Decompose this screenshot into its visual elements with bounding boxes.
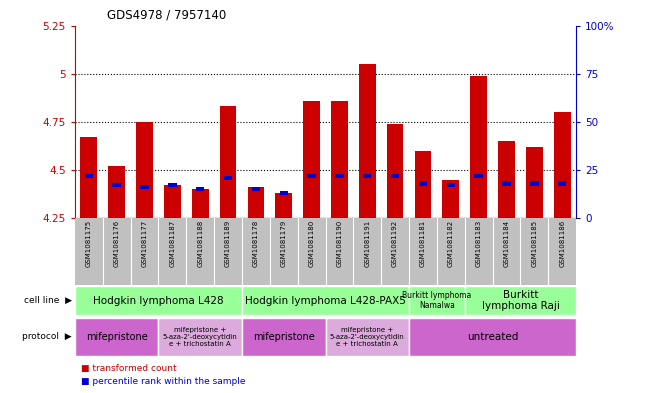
Bar bbox=[443, 180, 459, 218]
Bar bbox=[498, 141, 515, 218]
Text: GSM1081190: GSM1081190 bbox=[337, 220, 342, 267]
Bar bbox=[447, 183, 455, 187]
Text: GSM1081180: GSM1081180 bbox=[309, 220, 314, 267]
Bar bbox=[113, 183, 121, 187]
Bar bbox=[409, 318, 576, 356]
Text: Hodgkin lymphoma L428-PAX5: Hodgkin lymphoma L428-PAX5 bbox=[245, 296, 406, 306]
Text: Hodgkin lymphoma L428: Hodgkin lymphoma L428 bbox=[93, 296, 224, 306]
Text: GSM1081177: GSM1081177 bbox=[141, 220, 148, 267]
Bar bbox=[307, 174, 316, 178]
Bar bbox=[279, 191, 288, 195]
Text: GSM1081187: GSM1081187 bbox=[169, 220, 175, 267]
Bar bbox=[475, 174, 483, 178]
Bar bbox=[158, 318, 242, 356]
Text: GDS4978 / 7957140: GDS4978 / 7957140 bbox=[107, 9, 227, 22]
Bar bbox=[391, 174, 399, 178]
Text: GSM1081183: GSM1081183 bbox=[476, 220, 482, 267]
Text: GSM1081179: GSM1081179 bbox=[281, 220, 286, 267]
Text: GSM1081191: GSM1081191 bbox=[365, 220, 370, 267]
Bar bbox=[363, 174, 372, 178]
Bar bbox=[247, 187, 264, 218]
Bar bbox=[85, 174, 93, 178]
Text: GSM1081175: GSM1081175 bbox=[86, 220, 92, 267]
Bar bbox=[242, 318, 326, 356]
Bar bbox=[558, 181, 566, 185]
Text: ■ percentile rank within the sample: ■ percentile rank within the sample bbox=[81, 378, 246, 386]
Bar bbox=[81, 137, 97, 218]
Text: ■ transformed count: ■ transformed count bbox=[81, 364, 177, 373]
Bar bbox=[75, 318, 158, 356]
Bar bbox=[419, 181, 427, 185]
Bar bbox=[141, 185, 148, 189]
Text: mifepristone: mifepristone bbox=[253, 332, 314, 342]
Bar bbox=[465, 286, 576, 315]
Bar bbox=[331, 101, 348, 218]
Bar bbox=[359, 64, 376, 218]
Bar bbox=[168, 183, 176, 187]
Bar bbox=[192, 189, 208, 218]
Bar bbox=[530, 181, 538, 185]
Text: GSM1081185: GSM1081185 bbox=[531, 220, 537, 267]
Text: GSM1081178: GSM1081178 bbox=[253, 220, 259, 267]
Text: GSM1081176: GSM1081176 bbox=[114, 220, 120, 267]
Bar bbox=[409, 286, 465, 315]
Bar bbox=[387, 124, 404, 218]
Bar bbox=[196, 187, 204, 191]
Text: Burkitt lymphoma
Namalwa: Burkitt lymphoma Namalwa bbox=[402, 291, 471, 310]
Bar bbox=[303, 101, 320, 218]
Bar bbox=[415, 151, 432, 218]
Bar bbox=[224, 176, 232, 180]
Bar bbox=[108, 166, 125, 218]
Text: Burkitt
lymphoma Raji: Burkitt lymphoma Raji bbox=[482, 290, 559, 311]
Text: GSM1081182: GSM1081182 bbox=[448, 220, 454, 267]
Text: untreated: untreated bbox=[467, 332, 518, 342]
Bar bbox=[470, 75, 487, 218]
Text: GSM1081189: GSM1081189 bbox=[225, 220, 231, 267]
Bar bbox=[252, 187, 260, 191]
Text: GSM1081192: GSM1081192 bbox=[392, 220, 398, 267]
Bar bbox=[554, 112, 570, 218]
Bar bbox=[326, 318, 409, 356]
Bar bbox=[136, 122, 153, 218]
Text: cell line  ▶: cell line ▶ bbox=[23, 296, 72, 305]
Bar bbox=[75, 286, 242, 315]
Bar bbox=[219, 107, 236, 218]
Text: GSM1081188: GSM1081188 bbox=[197, 220, 203, 267]
Text: GSM1081181: GSM1081181 bbox=[420, 220, 426, 267]
Bar bbox=[164, 185, 181, 218]
Text: mifepristone +
5-aza-2'-deoxycytidin
e + trichostatin A: mifepristone + 5-aza-2'-deoxycytidin e +… bbox=[330, 327, 405, 347]
Text: mifepristone: mifepristone bbox=[86, 332, 148, 342]
Bar bbox=[242, 286, 409, 315]
Bar bbox=[503, 181, 510, 185]
Text: mifepristone +
5-aza-2'-deoxycytidin
e + trichostatin A: mifepristone + 5-aza-2'-deoxycytidin e +… bbox=[163, 327, 238, 347]
Bar bbox=[275, 193, 292, 218]
Bar bbox=[526, 147, 543, 218]
Text: GSM1081184: GSM1081184 bbox=[503, 220, 510, 267]
Text: GSM1081186: GSM1081186 bbox=[559, 220, 565, 267]
Bar bbox=[335, 174, 344, 178]
Text: protocol  ▶: protocol ▶ bbox=[22, 332, 72, 342]
